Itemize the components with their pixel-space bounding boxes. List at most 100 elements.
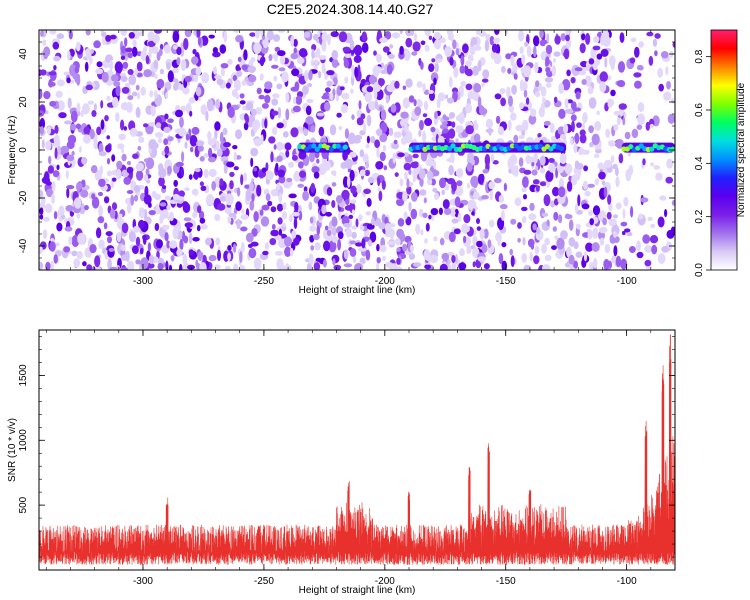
spectrogram-cell <box>414 106 422 116</box>
spectrogram-cell <box>620 258 628 270</box>
spectrogram-cell <box>498 195 505 203</box>
spectrogram-cell <box>214 213 221 222</box>
spectrogram-cell <box>166 240 171 249</box>
spectrogram-cell <box>314 242 321 251</box>
x-tick-label: -100 <box>617 276 637 287</box>
spectrogram-cell <box>256 184 262 197</box>
spectrogram-cell <box>261 204 270 211</box>
spectrogram-cell <box>74 75 80 83</box>
spectrogram-cell <box>248 114 256 122</box>
spectrogram-cell <box>400 111 409 119</box>
spectrogram-cell <box>544 237 550 246</box>
spectrogram-cell <box>282 202 287 210</box>
spectrogram-cell <box>667 113 675 124</box>
spectrogram-cell <box>529 251 533 262</box>
spectrogram-cell <box>304 70 309 82</box>
spectrogram-cell <box>148 210 156 216</box>
spectrogram-cell <box>419 189 427 196</box>
spectrogram-cell <box>196 224 201 232</box>
spectrogram-cell <box>540 102 545 112</box>
spectrogram-cell <box>199 181 204 186</box>
spectrogram-cell <box>477 59 482 72</box>
spectrogram-cell <box>179 238 184 251</box>
spectrogram-cell <box>191 126 200 135</box>
spectrogram-cell <box>379 132 388 143</box>
spectrogram-cell <box>335 195 343 204</box>
spectrogram-cell <box>285 150 290 158</box>
spectrogram-cell <box>592 205 601 216</box>
spectrogram-cell <box>355 242 363 247</box>
spectrogram-cell <box>546 33 550 43</box>
spectrogram-cell <box>361 42 369 53</box>
spectrogram-cell <box>137 145 142 151</box>
spectrogram-cell <box>637 113 646 125</box>
signal-cell <box>457 146 463 152</box>
spectrogram-cell <box>589 218 594 226</box>
spectrogram-cell <box>629 57 636 64</box>
spectrogram-cell <box>51 181 56 192</box>
spectrogram-cell <box>51 193 55 205</box>
spectrogram-cell <box>42 39 47 46</box>
spectrogram-cell <box>361 31 367 42</box>
spectrogram-cell <box>66 187 70 199</box>
spectrogram-cell <box>293 96 297 105</box>
spectrogram-cell <box>494 30 500 35</box>
spectrogram-cell <box>277 30 286 33</box>
spectrogram-cell <box>442 121 448 126</box>
spectrogram-cell <box>382 144 387 152</box>
spectrogram-cell <box>576 122 582 128</box>
spectrogram-cell <box>501 242 507 248</box>
spectrogram-cell <box>271 98 279 106</box>
spectrogram-cell <box>592 45 601 51</box>
spectrogram-cell <box>105 144 112 153</box>
figure-title: C2E5.2024.308.14.40.G27 <box>267 1 434 17</box>
spectrogram-cell <box>56 33 65 40</box>
spectrogram-cell <box>305 105 312 116</box>
spectrogram-cell <box>452 39 457 50</box>
spectrogram-cell <box>506 86 511 99</box>
spectrogram-cell <box>156 78 165 89</box>
spectrogram-cell <box>123 176 131 185</box>
spectrogram-cell <box>400 136 408 145</box>
spectrogram-cell <box>346 176 351 188</box>
spectrogram-cell <box>293 47 297 54</box>
spectrogram-cell <box>497 235 501 247</box>
spectrogram-cell <box>498 253 504 265</box>
snr-y-axis-label: SNR (10 * v/v) <box>7 418 18 482</box>
spectrogram-cell <box>649 123 654 129</box>
spectrogram-cell <box>599 81 607 93</box>
spectrogram-cell <box>170 255 175 262</box>
spectrogram-cell <box>454 254 458 264</box>
spectrogram-cell <box>321 39 327 52</box>
spectrogram-cell <box>158 48 163 57</box>
spectrogram-cell <box>288 161 295 168</box>
spectrogram-cell <box>316 158 320 164</box>
x-tick-label: -250 <box>254 576 274 587</box>
spectrogram-cell <box>628 164 634 176</box>
spectrogram-cell <box>519 102 524 110</box>
spectrogram-cell <box>376 53 382 63</box>
spectrogram-cell <box>424 117 433 127</box>
spectrogram-cell <box>476 240 483 248</box>
spectrogram-cell <box>191 56 199 65</box>
spectrogram-cell <box>120 55 126 60</box>
spectrogram-cell <box>120 244 126 252</box>
spectrogram-cell <box>135 84 140 91</box>
spectrogram-cell <box>479 107 488 116</box>
spectrogram-cell <box>623 113 627 118</box>
spectrogram-cell <box>131 46 138 57</box>
spectrogram-cell <box>548 163 556 173</box>
spectrogram-cell <box>389 223 396 228</box>
spectrogram-cell <box>607 101 613 108</box>
spectrogram-cell <box>666 158 674 169</box>
spectrogram-cell <box>98 239 105 250</box>
spectrogram-cell <box>106 135 110 140</box>
spectrogram-cell <box>638 213 644 220</box>
spectrogram-cell <box>201 72 210 84</box>
spectrogram-cell <box>213 66 217 75</box>
spectrogram-cell <box>193 169 199 180</box>
spectrogram-cell <box>636 251 644 259</box>
spectrogram-cell <box>98 178 106 188</box>
spectrogram-cell <box>476 226 482 231</box>
spectrogram-cell <box>410 244 414 253</box>
